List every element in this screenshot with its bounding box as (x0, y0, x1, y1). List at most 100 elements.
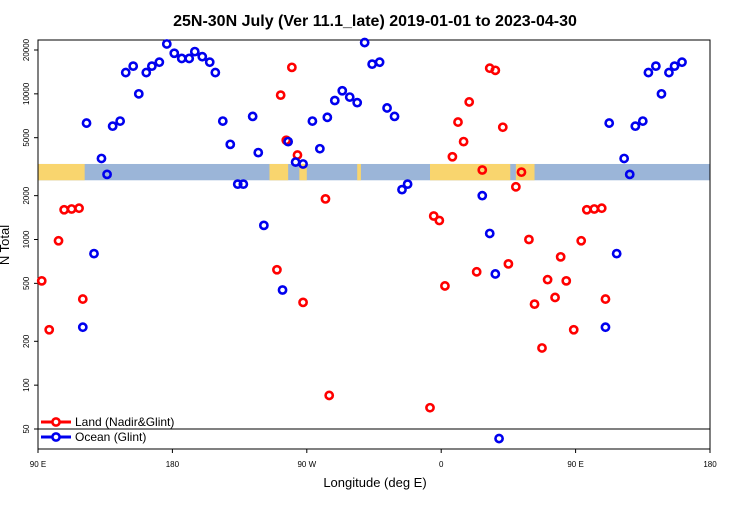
data-point (352, 97, 363, 108)
data-point (232, 179, 243, 190)
x-axis-label: Longitude (deg E) (323, 475, 426, 490)
data-point (146, 61, 157, 72)
data-point (555, 251, 566, 262)
data-point (650, 61, 661, 72)
data-point (133, 88, 144, 99)
x-tick-label: 180 (166, 460, 180, 469)
data-point (484, 228, 495, 239)
data-points (36, 37, 687, 444)
data-point (253, 147, 264, 158)
data-point (314, 143, 325, 154)
data-point (204, 57, 215, 68)
data-point (490, 269, 501, 279)
data-point (568, 324, 579, 335)
data-point (102, 169, 112, 180)
land-band-segment (430, 163, 511, 181)
data-point (402, 179, 413, 190)
data-point (154, 57, 165, 68)
series-ocean-glint (77, 37, 687, 444)
data-point (542, 274, 553, 285)
data-point (77, 322, 88, 333)
data-point (389, 111, 400, 122)
data-point (637, 116, 648, 126)
data-point (197, 51, 208, 62)
data-point (497, 122, 508, 133)
land-sea-band (38, 163, 710, 181)
data-point (510, 181, 521, 192)
data-point (643, 67, 654, 78)
x-axis: 90 E 180 90 W 0 90 E 180 (30, 449, 717, 469)
data-point (298, 159, 308, 169)
y-tick-label: 50 (22, 424, 31, 433)
data-point (107, 121, 118, 132)
data-point (307, 116, 318, 126)
data-point (434, 215, 445, 226)
data-point (128, 61, 139, 72)
x-tick-label: 90 W (297, 460, 316, 469)
data-point (458, 136, 469, 147)
data-point (66, 204, 77, 214)
y-tick-label: 1000 (22, 230, 31, 248)
data-point (624, 169, 635, 180)
y-tick-label: 5000 (22, 128, 31, 146)
legend: Land (Nadir&Glint)Ocean (Glint) (41, 415, 174, 444)
data-point (619, 153, 630, 164)
data-point (576, 235, 587, 246)
data-point (290, 157, 301, 167)
legend-label: Ocean (Glint) (75, 430, 146, 444)
data-point (74, 203, 84, 214)
ocean-band (38, 163, 710, 181)
data-point (494, 433, 504, 444)
data-point (161, 39, 172, 49)
legend-label: Land (Nadir&Glint) (75, 415, 174, 429)
data-point (184, 53, 195, 64)
land-band-segment (269, 163, 289, 181)
y-tick-label: 500 (22, 276, 31, 290)
x-tick-label: 0 (439, 460, 444, 469)
data-point (374, 57, 385, 68)
data-point (367, 59, 378, 70)
land-band-segment (299, 163, 307, 181)
data-point (471, 266, 482, 277)
data-point (464, 97, 475, 107)
data-point (96, 153, 107, 164)
x-tick-label: 90 E (30, 460, 46, 469)
data-point (286, 62, 297, 73)
data-point (477, 165, 488, 175)
data-point (176, 53, 187, 64)
data-point (36, 275, 47, 286)
y-tick-label: 100 (22, 378, 31, 392)
data-point (600, 322, 611, 333)
data-point (275, 90, 286, 101)
data-point (550, 292, 560, 303)
data-point (141, 67, 152, 78)
data-point (490, 65, 501, 76)
y-axis: 50 100 200 500 1000 2000 5000 10000 20000 (22, 38, 710, 433)
data-point (581, 204, 592, 215)
data-point (561, 275, 572, 286)
data-point (611, 248, 622, 259)
data-point (425, 402, 435, 413)
land-band-segment (357, 163, 361, 181)
y-tick-label: 200 (22, 334, 31, 348)
data-point (277, 285, 288, 295)
data-point (604, 118, 615, 128)
data-point (344, 92, 355, 102)
data-point (322, 112, 333, 123)
data-point (44, 324, 55, 335)
y-tick-label: 2000 (22, 186, 31, 204)
legend-marker (51, 432, 61, 442)
data-point (596, 203, 607, 214)
data-point (529, 299, 540, 310)
x-tick-label: 180 (703, 460, 717, 469)
data-point (453, 117, 463, 127)
data-point (664, 67, 674, 78)
data-point (337, 85, 348, 96)
y-tick-label: 10000 (22, 82, 31, 105)
plot-frame (37, 39, 711, 450)
data-point (298, 297, 308, 308)
data-point (589, 204, 600, 214)
data-point (537, 343, 547, 353)
